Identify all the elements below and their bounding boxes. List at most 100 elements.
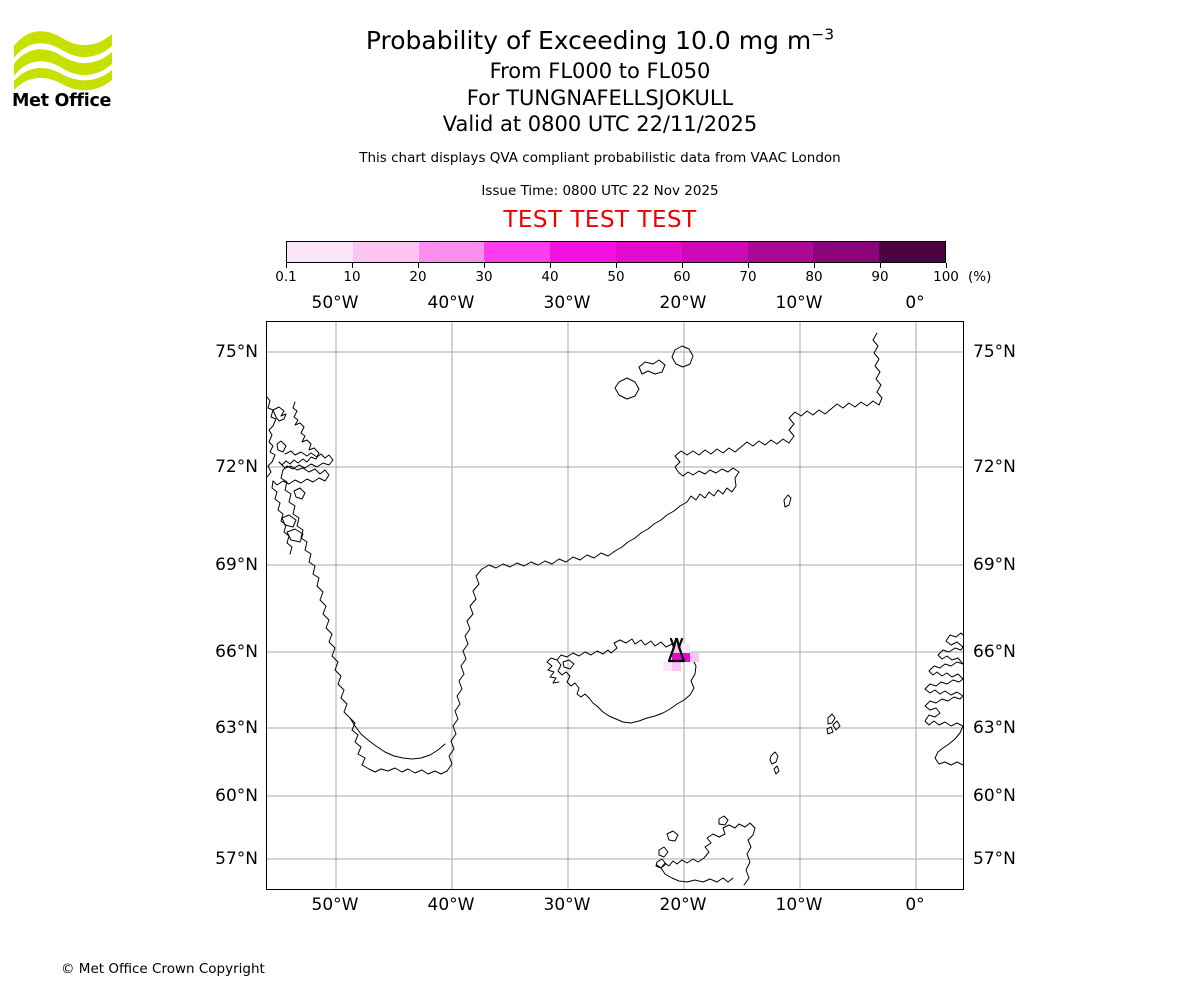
met-office-logo: Met Office (12, 24, 116, 114)
hebrides-1 (666, 830, 679, 842)
prob-cell (690, 653, 699, 662)
colorbar-tick (418, 263, 419, 268)
colorbar-tick-label: 40 (541, 269, 559, 285)
greenland-ne-jag (686, 485, 737, 503)
axis-label-lat-left: 75°N (215, 342, 258, 362)
prob-cell (672, 653, 681, 662)
axis-label-lat-right: 69°N (973, 555, 1016, 575)
iceland-nw-inlet (562, 659, 575, 670)
greenland-fjords-upper (282, 450, 334, 471)
axis-label-lon-top: 50°W (311, 293, 359, 313)
norway-coast3 (928, 661, 963, 680)
colorbar-segment (287, 242, 353, 262)
greenland-sw-coast (316, 585, 446, 760)
page-title-text: Probability of Exceeding 10.0 mg m (365, 26, 812, 55)
axis-label-lon-top: 40°W (427, 293, 475, 313)
map-svg (267, 322, 963, 889)
faroe-islands (826, 713, 841, 735)
norway-coast (924, 695, 963, 727)
colorbar-tick-labels: 0.1 10 20 30 40 50 60 70 80 90 100 (275, 269, 959, 287)
axis-label-lon-top: 0° (905, 293, 925, 313)
colorbar-tick (946, 263, 947, 268)
colorbar-tick-label: 10 (343, 269, 361, 285)
colorbar-tick-label: 100 (933, 269, 959, 285)
prob-cell (681, 644, 690, 653)
colorbar-ticks (286, 263, 947, 283)
subtitle-volcano: For TUNGNAFELLSJOKULL (466, 85, 734, 110)
met-office-logo-text: Met Office (12, 91, 112, 111)
axis-label-lon-bottom: 20°W (659, 895, 707, 915)
colorbar-tick-label: 90 (871, 269, 889, 285)
shetland-islands (769, 751, 780, 775)
colorbar-tick (352, 263, 353, 268)
copyright-notice: © Met Office Crown Copyright (61, 961, 265, 977)
colorbar-segment (352, 242, 419, 262)
norway-coast5 (945, 632, 963, 648)
colorbar-tick-label: 0.1 (275, 269, 297, 285)
axis-label-lat-left: 72°N (215, 457, 258, 477)
greenland-ne-peninsula (788, 408, 832, 444)
page-title-exponent: −3 (811, 25, 835, 44)
colorbar-tick-label: 80 (805, 269, 823, 285)
greenland-ne-top (830, 400, 880, 410)
orkney-islands (718, 815, 729, 826)
axis-label-lat-right: 66°N (973, 642, 1016, 662)
page-title: Probability of Exceeding 10.0 mg m−3 (0, 24, 1200, 58)
axis-label-lat-right: 72°N (973, 457, 1016, 477)
greenland-east-coast2 (481, 550, 616, 570)
colorbar-gradient (286, 241, 946, 263)
hebrides-2 (658, 846, 669, 858)
greenland-ne-island3 (614, 377, 640, 400)
colorbar-tick (484, 263, 485, 268)
colorbar-unit-label: (%) (968, 269, 992, 285)
colorbar-segment (418, 242, 485, 262)
colorbar-tick-label: 50 (607, 269, 625, 285)
greenland-ne-top2 (872, 332, 883, 406)
axis-label-lon-bottom: 10°W (775, 895, 823, 915)
jan-mayen-island (783, 494, 792, 508)
axis-label-lon-top: 20°W (659, 293, 707, 313)
title-block: Probability of Exceeding 10.0 mg m−3 Fro… (0, 24, 1200, 234)
greenland-east-coast (446, 568, 483, 772)
iceland-westfjords-detail (546, 657, 560, 684)
axis-label-lon-top: 10°W (775, 293, 823, 313)
colorbar-tick-label: 70 (739, 269, 757, 285)
prob-cell (681, 653, 690, 662)
test-banner: TEST TEST TEST (503, 206, 697, 233)
axis-label-lon-top: 30°W (543, 293, 591, 313)
norway-south (934, 725, 963, 766)
greenland-fjords-mid (280, 469, 320, 587)
axis-label-lon-bottom: 50°W (311, 895, 359, 915)
colorbar-segment (484, 242, 551, 262)
map-gridlines (267, 322, 963, 889)
axis-label-lat-left: 63°N (215, 718, 258, 738)
scotland-uk (703, 822, 756, 886)
greenland-island-a (293, 487, 306, 500)
colorbar-tick-label: 20 (409, 269, 427, 285)
greenland-west-detail (278, 401, 320, 466)
colorbar-segment (681, 242, 748, 262)
scotland-west-coast (656, 857, 705, 869)
prob-cell (672, 662, 681, 671)
prob-cell (663, 662, 672, 671)
axis-label-lat-left: 60°N (215, 786, 258, 806)
greenland-ne-fjord2 (674, 446, 742, 474)
volcano-marker-icon (667, 637, 686, 663)
greenland-east-coast3 (614, 501, 688, 552)
map-plot-area[interactable] (266, 321, 964, 890)
colorbar-tick (814, 263, 815, 268)
axis-label-lat-left: 69°N (215, 555, 258, 575)
axis-label-lat-right: 57°N (973, 849, 1016, 869)
axis-label-lat-right: 75°N (973, 342, 1016, 362)
axis-label-lat-right: 63°N (973, 718, 1016, 738)
greenland-ne-island1 (638, 359, 666, 375)
greenland-nw-bay (272, 461, 330, 486)
colorbar-tick (682, 263, 683, 268)
met-office-wave-icon (14, 31, 112, 91)
colorbar-segment (615, 242, 682, 262)
colorbar-tick (616, 263, 617, 268)
greenland-ne-fjords (678, 467, 740, 487)
norway-coast4 (937, 646, 963, 665)
axis-label-lon-bottom: 0° (905, 895, 925, 915)
colorbar-segment (813, 242, 880, 262)
